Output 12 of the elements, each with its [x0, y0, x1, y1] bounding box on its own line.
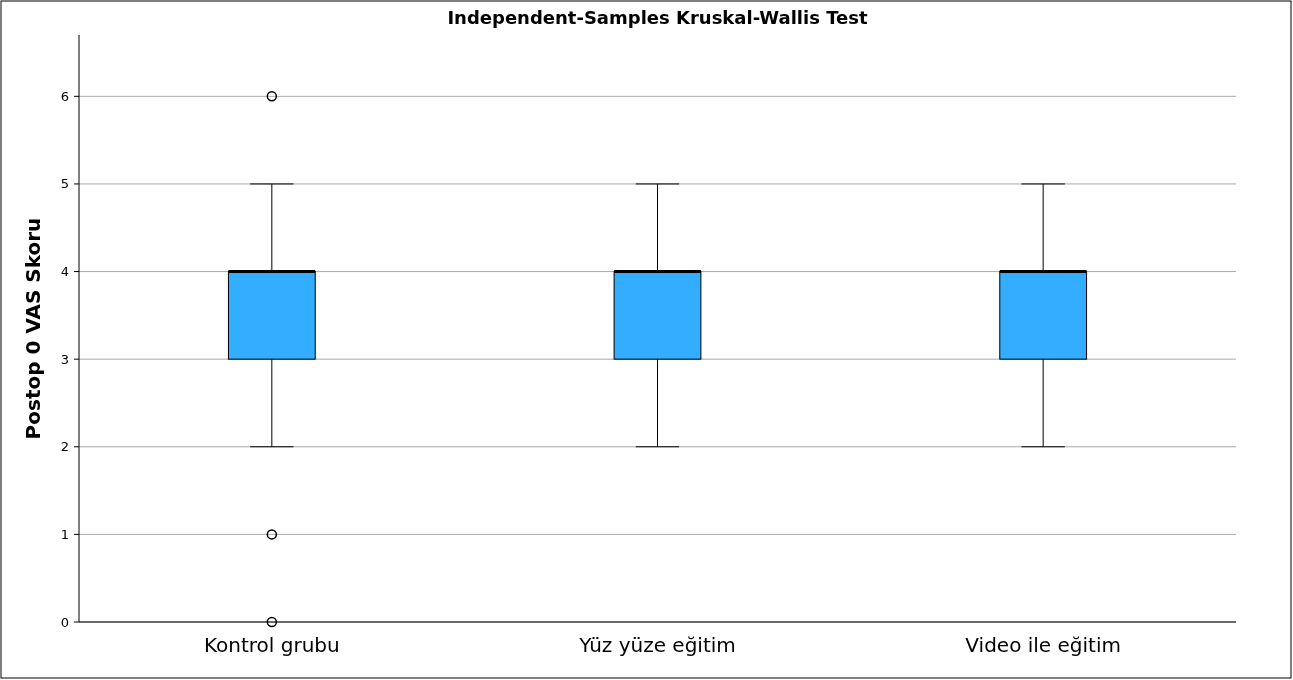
x-tick-label: Yüz yüze eğitim	[578, 633, 736, 657]
y-tick-label: 5	[60, 176, 69, 192]
x-tick-label: Kontrol grubu	[203, 633, 340, 657]
x-tick-label: Video ile eğitim	[965, 633, 1121, 657]
y-tick-label: 2	[60, 439, 69, 455]
y-tick-label: 6	[60, 88, 69, 104]
y-tick-label: 4	[60, 264, 69, 280]
y-tick-label: 1	[60, 526, 69, 542]
y-tick-label: 0	[60, 614, 69, 630]
chart-title: Independent-Samples Kruskal-Wallis Test	[447, 7, 868, 28]
y-axis-title: Postop 0 VAS Skoru	[21, 217, 45, 440]
y-tick-label: 3	[60, 351, 69, 367]
